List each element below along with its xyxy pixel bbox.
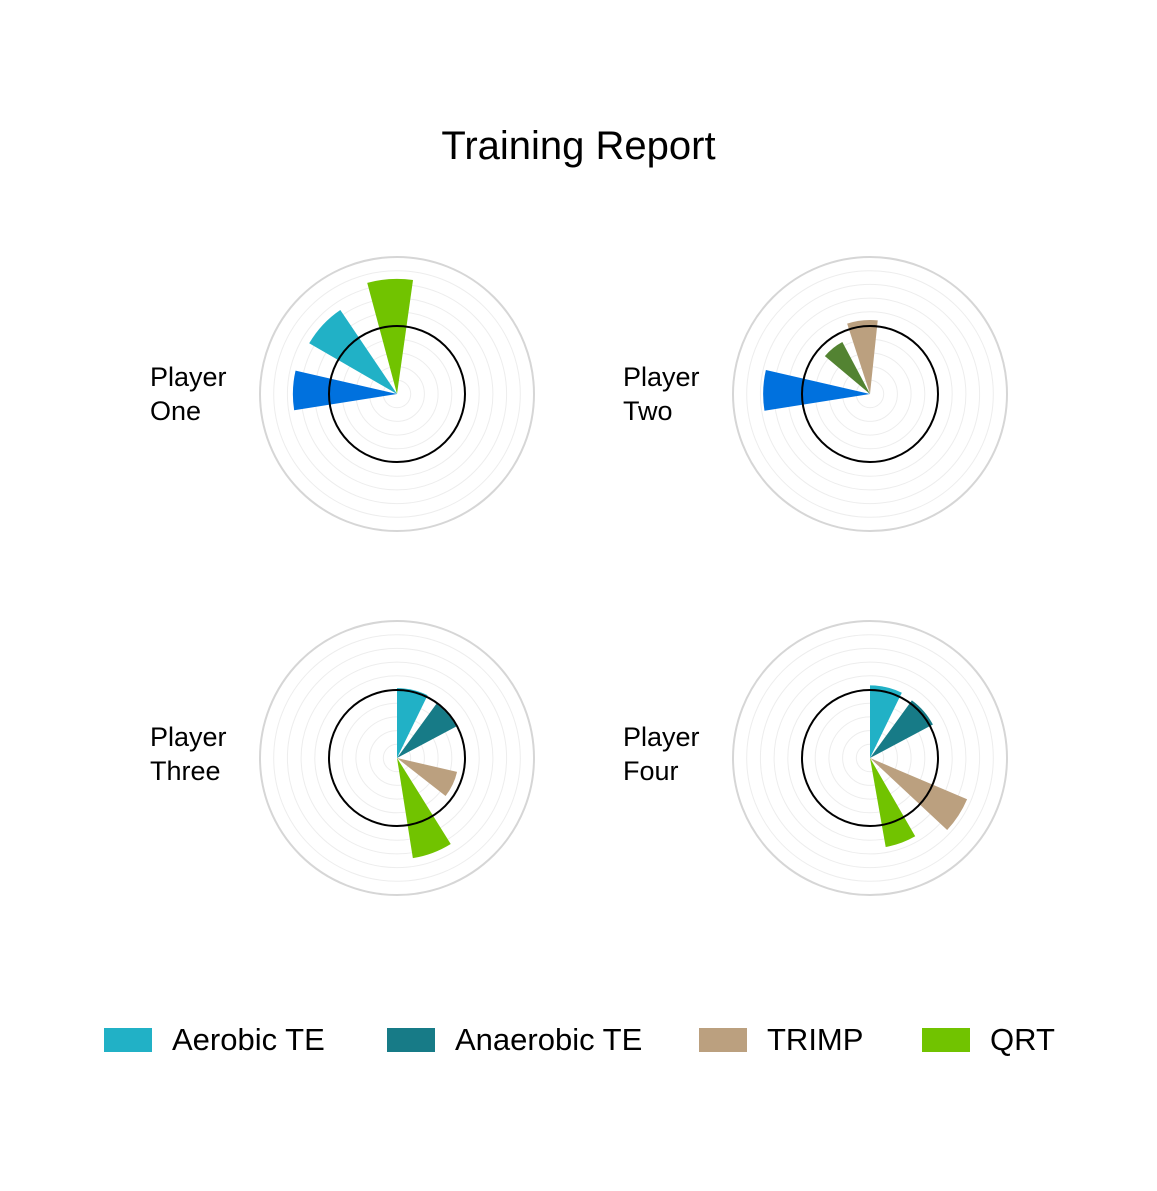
bar-aerobic-te	[397, 688, 428, 758]
grid-ring	[314, 675, 480, 841]
panel-label-player-two: Player Two	[623, 362, 700, 426]
bar-dark-blue	[292, 370, 397, 411]
bar-qrt	[397, 758, 451, 859]
panel-label-player-one: Player One	[150, 362, 227, 426]
grid-ring	[300, 661, 494, 855]
panel-label-player-four: Player Four	[623, 722, 700, 786]
grid-ring	[286, 647, 508, 869]
grid-ring	[273, 634, 521, 882]
polar-panel-2	[732, 256, 1008, 532]
grid-ring	[773, 661, 967, 855]
bar-dark-blue	[763, 369, 870, 411]
bar-aerobic-te	[870, 685, 902, 758]
chart-title: Training Report	[441, 124, 716, 168]
polar-panel-1	[259, 256, 535, 532]
legend-label-anaerobic-te: Anaerobic TE	[455, 1022, 643, 1057]
legend-swatch-trimp	[699, 1028, 747, 1052]
polar-panel-4	[732, 620, 1008, 896]
legend-item-qrt: QRT	[922, 1018, 1055, 1062]
reference-circle	[328, 325, 466, 463]
grid-ring	[759, 283, 981, 505]
bar-qrt	[367, 278, 414, 394]
reference-circle	[801, 689, 939, 827]
grid-ring	[746, 634, 994, 882]
legend-swatch-anaerobic-te	[387, 1028, 435, 1052]
grid-ring	[273, 270, 521, 518]
outer-grid-ring	[259, 620, 535, 896]
bar-trimp	[870, 758, 968, 830]
legend-label-trimp: TRIMP	[767, 1022, 864, 1057]
panel-label-player-three: Player Three	[150, 722, 227, 786]
bar-dark-green	[824, 341, 870, 394]
legend-label-qrt: QRT	[990, 1022, 1055, 1057]
outer-grid-ring	[732, 620, 1008, 896]
bar-anaerobic-te	[397, 703, 457, 758]
legend: Aerobic TE Anaerobic TE TRIMP QRT	[0, 1018, 1157, 1062]
outer-grid-ring	[732, 256, 1008, 532]
legend-label-aerobic-te: Aerobic TE	[172, 1022, 325, 1057]
legend-item-trimp: TRIMP	[699, 1018, 863, 1062]
legend-item-anaerobic-te: Anaerobic TE	[387, 1018, 642, 1062]
legend-swatch-aerobic-te	[104, 1028, 152, 1052]
bar-aerobic-te	[309, 309, 397, 394]
legend-item-aerobic-te: Aerobic TE	[104, 1018, 325, 1062]
polar-panel-3	[259, 620, 535, 896]
grid-ring	[759, 647, 981, 869]
bar-trimp	[847, 320, 878, 394]
polar-chart-canvas	[259, 256, 1008, 896]
reference-circle	[801, 325, 939, 463]
grid-ring	[787, 675, 953, 841]
grid-ring	[746, 270, 994, 518]
bar-qrt	[870, 758, 916, 848]
legend-swatch-qrt	[922, 1028, 970, 1052]
bar-anaerobic-te	[870, 700, 933, 758]
outer-grid-ring	[259, 256, 535, 532]
reference-circle	[328, 689, 466, 827]
bar-trimp	[397, 758, 458, 796]
